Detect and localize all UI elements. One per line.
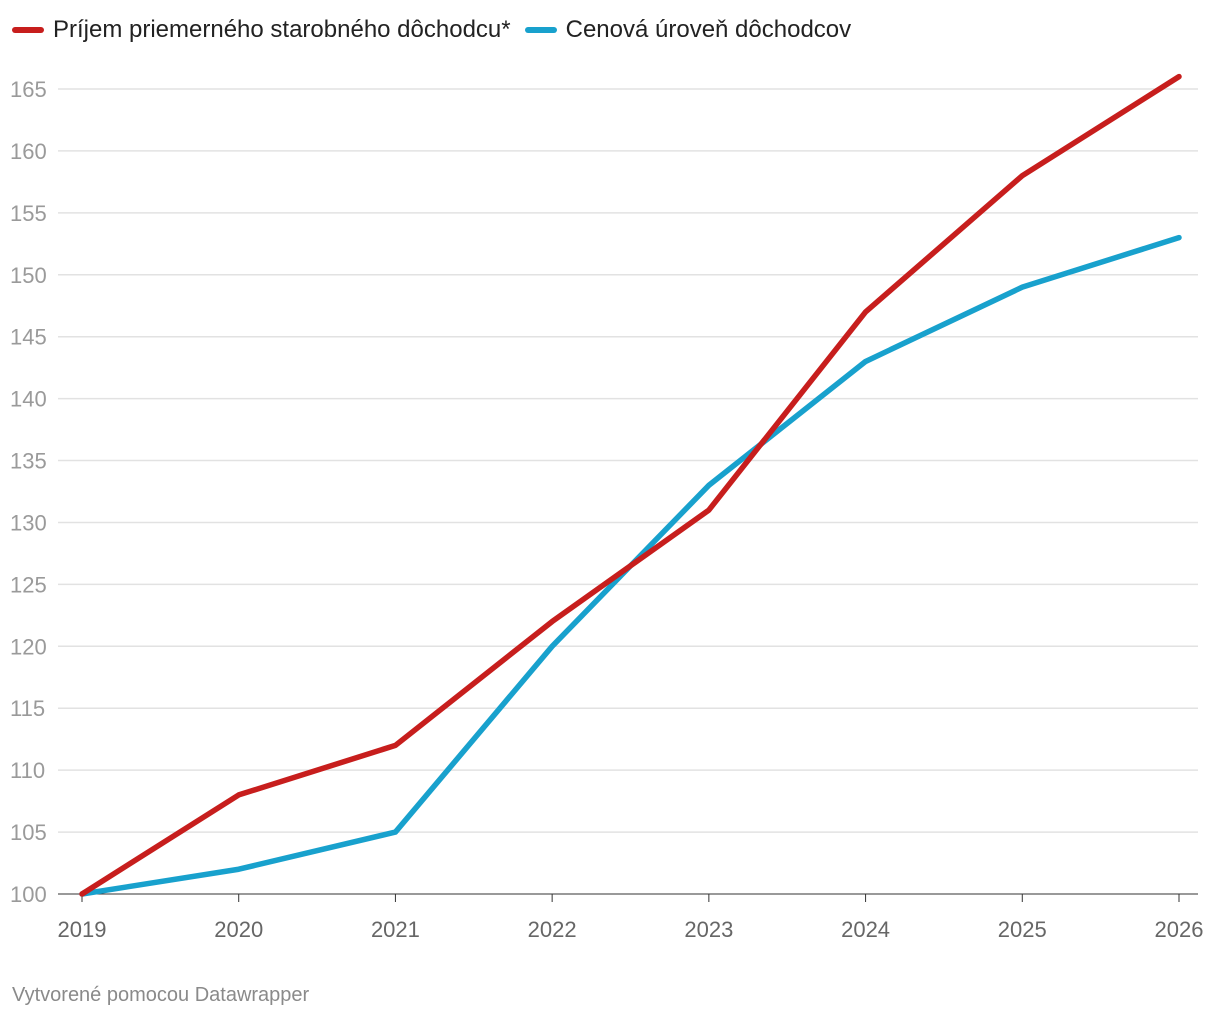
y-tick-label: 155 (10, 201, 47, 226)
x-tick-label: 2022 (528, 917, 577, 942)
legend-swatch-income (12, 27, 44, 33)
x-tick-label: 2026 (1155, 917, 1204, 942)
x-tick-label: 2020 (214, 917, 263, 942)
y-tick-label: 165 (10, 77, 47, 102)
legend-item-income: Príjem priemerného starobného dôchodcu* (12, 16, 511, 44)
y-axis: 100 105 110 115 120 125 130 135 140 145 150 155 160 1… (10, 77, 47, 907)
y-tick-label: 135 (10, 449, 47, 474)
series-lines (79, 73, 1182, 897)
y-tick-label: 115 (10, 696, 45, 721)
x-tick-label: 2024 (841, 917, 890, 942)
series-line-income (79, 73, 1182, 897)
legend: Príjem priemerného starobného dôchodcu* … (12, 16, 865, 44)
x-tick-label: 2023 (684, 917, 733, 942)
y-tick-label: 130 (10, 510, 47, 535)
legend-item-price-level: Cenová úroveň dôchodcov (524, 16, 852, 44)
gridlines (58, 88, 1198, 895)
y-tick-label: 140 (10, 387, 47, 412)
y-tick-label: 145 (10, 325, 47, 350)
y-tick-label: 100 (10, 882, 47, 907)
y-tick-label: 150 (10, 263, 47, 288)
x-axis: 2019 2020 2021 2022 2023 2024 2025 2026 (58, 894, 1204, 942)
x-tick-label: 2021 (371, 917, 420, 942)
legend-label-income: Príjem priemerného starobného dôchodcu* (53, 16, 511, 43)
y-tick-label: 125 (10, 572, 47, 597)
y-tick-label: 110 (10, 758, 45, 783)
y-tick-label: 160 (10, 139, 47, 164)
datawrapper-credit: Vytvorené pomocou Datawrapper (12, 984, 310, 1006)
legend-label-price-level: Cenová úroveň dôchodcov (565, 16, 852, 43)
x-tick-label: 2019 (58, 917, 107, 942)
y-tick-label: 105 (10, 820, 47, 845)
x-tick-label: 2025 (998, 917, 1047, 942)
y-tick-label: 120 (10, 634, 47, 659)
legend-swatch-price-level (524, 27, 557, 33)
